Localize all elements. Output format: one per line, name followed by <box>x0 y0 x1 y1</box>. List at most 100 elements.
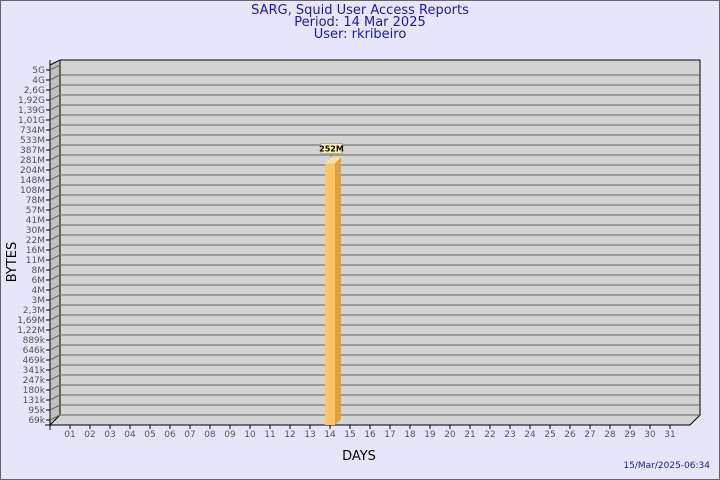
data-label: 252M <box>319 144 344 153</box>
y-tick-label: 2,6G <box>24 86 45 96</box>
y-tick-label: 281M <box>20 156 45 166</box>
y-tick-label: 57M <box>26 206 45 216</box>
y-tick-label: 1,01G <box>18 116 45 126</box>
grid-line-diagonal <box>49 354 61 361</box>
grid-line-diagonal <box>49 344 61 351</box>
x-tick-label: 14 <box>324 430 336 440</box>
grid-line-diagonal <box>49 294 61 301</box>
grid-line-diagonal <box>49 364 61 371</box>
grid-line-diagonal <box>49 394 61 401</box>
y-tick-label: 533M <box>20 136 45 146</box>
grid-line-diagonal <box>49 234 61 241</box>
x-tick-label: 26 <box>564 430 576 440</box>
y-tick-label: 6M <box>32 276 46 286</box>
grid-line-diagonal <box>49 384 61 391</box>
grid-line-diagonal <box>49 414 61 421</box>
x-tick-label: 24 <box>524 430 536 440</box>
x-tick-label: 01 <box>64 430 75 440</box>
grid-line-diagonal <box>49 264 61 271</box>
x-tick-label: 19 <box>424 430 436 440</box>
y-tick-label: 69k <box>28 416 45 426</box>
bar-top <box>325 157 341 164</box>
grid-line-diagonal <box>49 104 61 111</box>
x-tick-label: 22 <box>484 430 495 440</box>
plot-floor <box>48 414 702 426</box>
x-tick-label: 12 <box>284 430 295 440</box>
plot-side-wall <box>49 59 61 427</box>
grid-line-diagonal <box>49 114 61 121</box>
data-label-box <box>320 142 343 154</box>
y-tick-label: 41M <box>26 216 45 226</box>
x-tick-label: 17 <box>384 430 395 440</box>
y-tick-label: 204M <box>20 166 45 176</box>
grid-line-diagonal <box>49 404 61 411</box>
grid-line-diagonal <box>49 144 61 151</box>
x-tick-label: 28 <box>604 430 616 440</box>
grid-line-diagonal <box>49 64 61 71</box>
x-tick-label: 13 <box>304 430 315 440</box>
x-tick-label: 05 <box>144 430 155 440</box>
x-tick-label: 21 <box>464 430 475 440</box>
x-tick-label: 06 <box>164 430 176 440</box>
y-tick-label: 11M <box>26 256 45 266</box>
grid-line-diagonal <box>49 134 61 141</box>
x-tick-label: 18 <box>404 430 416 440</box>
x-tick-label: 30 <box>644 430 656 440</box>
y-tick-label: 78M <box>26 196 45 206</box>
grid-line-diagonal <box>49 204 61 211</box>
y-tick-label: 2,3M <box>23 306 45 316</box>
grid-line-diagonal <box>49 334 61 341</box>
y-tick-label: 387M <box>20 146 45 156</box>
chart-period: Period: 14 Mar 2025 <box>294 15 426 30</box>
y-tick-label: 3M <box>32 296 46 306</box>
grid-line-diagonal <box>49 194 61 201</box>
x-tick-label: 11 <box>264 430 275 440</box>
y-tick-label: 8M <box>32 266 46 276</box>
grid-line-diagonal <box>49 184 61 191</box>
y-tick-label: 1,92G <box>18 96 45 106</box>
y-tick-label: 4G <box>32 76 45 86</box>
x-tick-label: 15 <box>344 430 355 440</box>
y-tick-label: 16M <box>26 246 45 256</box>
x-axis-label: DAYS <box>342 449 376 464</box>
x-tick-label: 09 <box>224 430 236 440</box>
x-tick-label: 03 <box>104 430 115 440</box>
x-tick-label: 31 <box>664 430 675 440</box>
grid-line-diagonal <box>49 124 61 131</box>
x-tick-label: 16 <box>364 430 376 440</box>
grid-line-diagonal <box>49 324 61 331</box>
grid-line-diagonal <box>49 94 61 101</box>
y-tick-label: 1,22M <box>17 326 45 336</box>
y-tick-label: 247k <box>23 376 46 386</box>
y-tick-label: 30M <box>26 226 45 236</box>
y-tick-label: 341k <box>23 366 46 376</box>
y-axis-label: BYTES <box>5 242 20 283</box>
x-tick-label: 08 <box>204 430 216 440</box>
grid-line-diagonal <box>49 224 61 231</box>
x-tick-label: 07 <box>184 430 195 440</box>
y-tick-label: 5G <box>32 66 45 76</box>
grid-line-diagonal <box>49 304 61 311</box>
y-tick-label: 180k <box>23 386 46 396</box>
grid-line-diagonal <box>49 174 61 181</box>
grid-line-diagonal <box>49 274 61 281</box>
grid-line-diagonal <box>49 214 61 221</box>
y-tick-label: 131k <box>23 396 46 406</box>
x-tick-label: 20 <box>444 430 456 440</box>
y-tick-label: 148M <box>20 176 45 186</box>
x-tick-label: 25 <box>544 430 555 440</box>
y-tick-label: 95k <box>28 406 45 416</box>
chart-user: User: rkribeiro <box>313 27 407 42</box>
grid-line-diagonal <box>49 254 61 261</box>
grid-line-diagonal <box>49 84 61 91</box>
y-tick-label: 4M <box>32 286 46 296</box>
y-tick-label: 646k <box>23 346 46 356</box>
x-tick-label: 04 <box>124 430 136 440</box>
grid-line-diagonal <box>49 164 61 171</box>
grid-line-diagonal <box>49 74 61 81</box>
y-tick-label: 1,69M <box>17 316 45 326</box>
y-tick-label: 108M <box>20 186 45 196</box>
x-tick-label: 10 <box>244 430 256 440</box>
grid-line-diagonal <box>49 374 61 381</box>
